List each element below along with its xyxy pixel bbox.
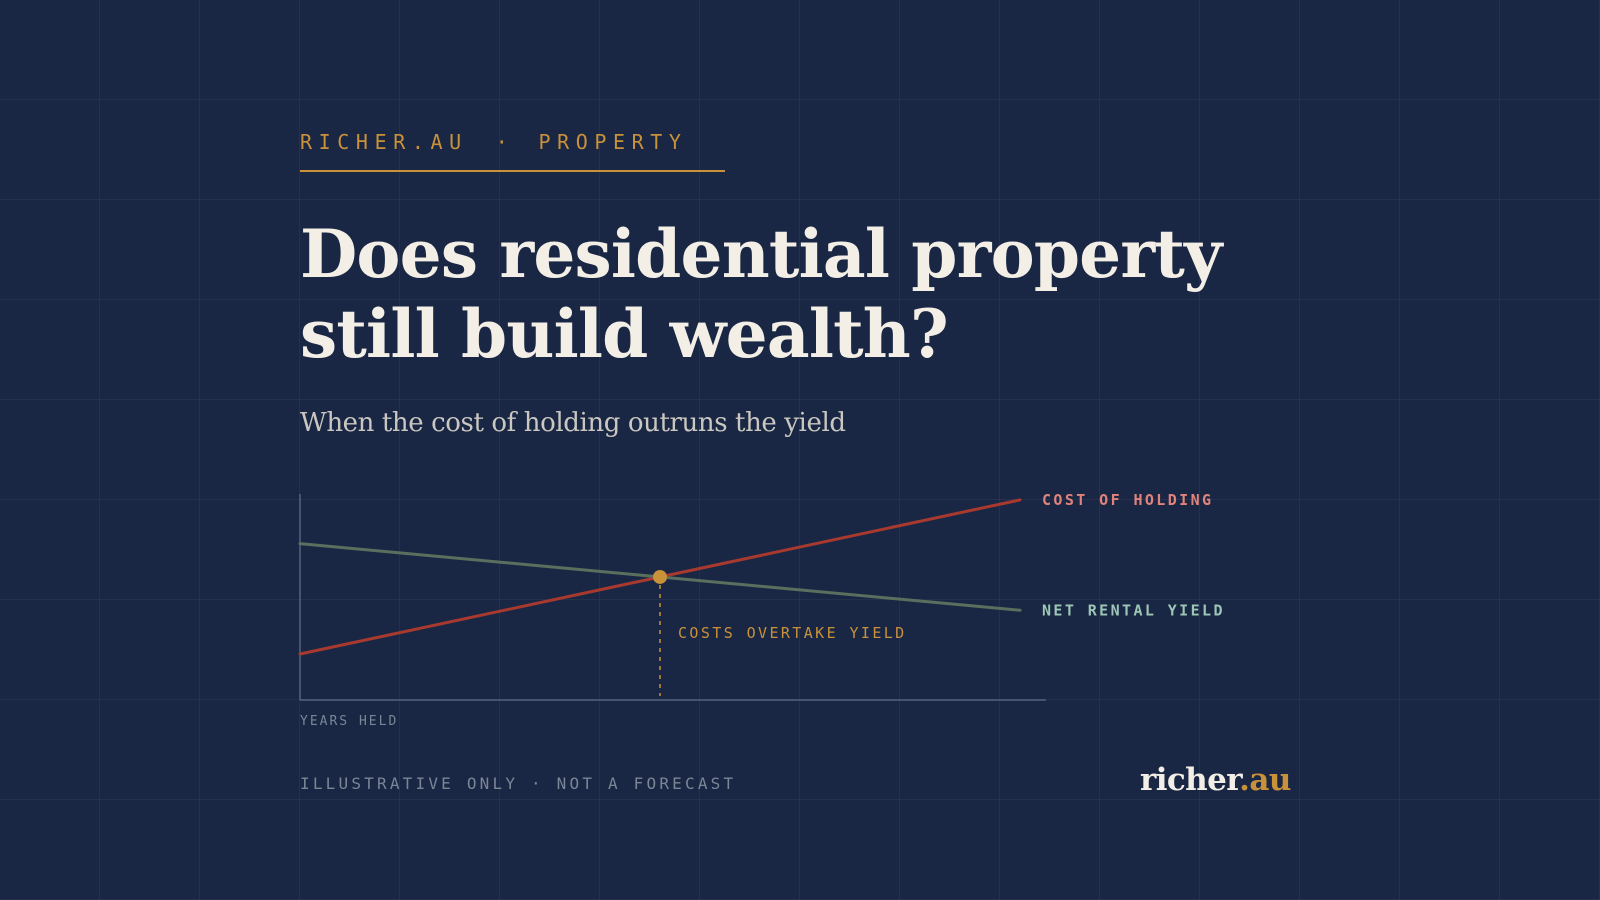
brand-tld: .au [1239,762,1291,798]
section-kicker: RICHER.AU · PROPERTY [300,130,725,172]
intersection-marker [653,569,667,584]
kicker-section: PROPERTY [538,130,688,154]
disclaimer-note: ILLUSTRATIVE ONLY · NOT A FORECAST [300,774,737,793]
series-label-2: NET RENTAL YIELD [1042,601,1225,619]
kicker-site: RICHER.AU [300,130,468,154]
headline-line-1: Does residential property [300,215,1222,293]
headline: Does residential property still build we… [300,214,1300,374]
annotation-label: COSTS OVERTAKE YIELD [678,624,907,642]
brand-logo: richer.au [1140,760,1291,800]
subtitle: When the cost of holding outruns the yie… [300,408,846,438]
headline-line-2: still build wealth? [300,295,949,373]
x-axis-label: YEARS HELD [300,714,398,729]
kicker-separator: · [495,130,515,154]
brand-name: richer [1140,762,1240,798]
series-label-1: COST OF HOLDING [1042,491,1213,509]
